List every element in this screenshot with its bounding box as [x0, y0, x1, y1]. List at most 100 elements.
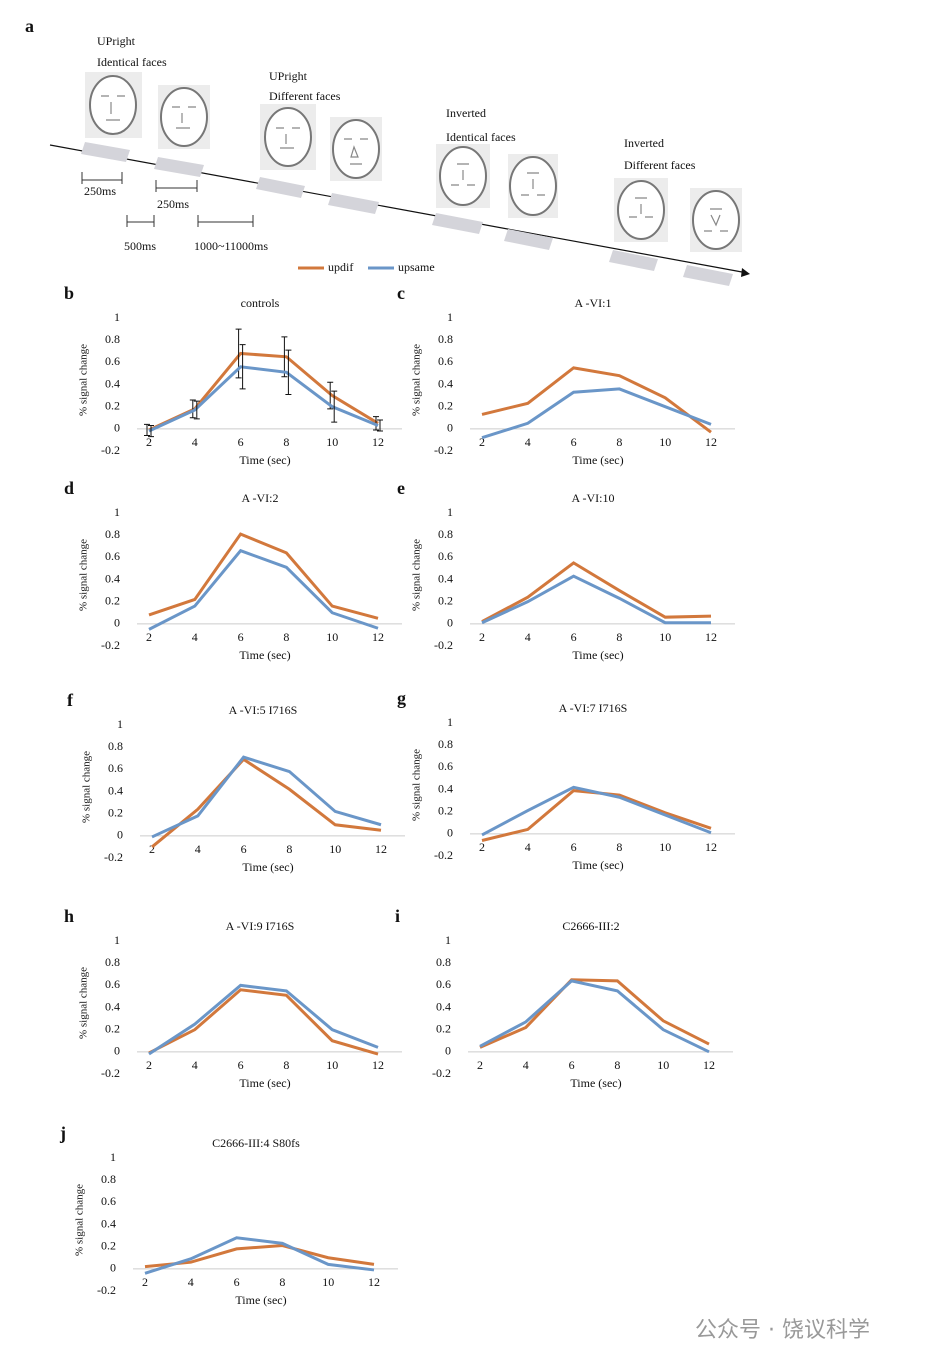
y-tick-label: 1 — [447, 310, 453, 324]
series-line — [479, 978, 710, 1049]
x-axis-label: Time (sec) — [572, 648, 623, 662]
x-axis-label: Time (sec) — [570, 1076, 621, 1090]
x-tick-label: 10 — [329, 842, 341, 856]
error-bar — [377, 419, 383, 432]
x-tick-label: 6 — [569, 1058, 575, 1072]
y-tick-label: 0.6 — [105, 549, 120, 563]
y-tick-label: 0 — [447, 421, 453, 435]
x-tick-label: 4 — [523, 1058, 529, 1072]
y-tick-label: 0.8 — [101, 1172, 116, 1186]
panel-label: f — [67, 690, 74, 710]
y-tick-label: 0.2 — [438, 398, 453, 412]
watermark: 公众号 · 饶议科学 — [695, 1318, 870, 1343]
chart-title: A -VI:7 I716S — [559, 701, 628, 715]
error-bar — [239, 344, 246, 390]
y-tick-label: 0.6 — [108, 761, 123, 775]
y-tick-label: 0.8 — [438, 332, 453, 346]
chart-title: controls — [241, 296, 280, 310]
x-tick-label: 2 — [477, 1058, 483, 1072]
y-tick-label: 0.8 — [105, 955, 120, 969]
x-tick-label: 4 — [525, 630, 531, 644]
panel-label: c — [397, 283, 405, 303]
timing: 250ms — [84, 184, 116, 198]
x-tick-label: 4 — [188, 1275, 194, 1289]
y-tick-label: 0.6 — [105, 354, 120, 368]
panel-label: i — [395, 906, 400, 926]
series-line — [148, 351, 379, 432]
x-tick-label: 12 — [372, 630, 384, 644]
y-tick-label: 0.8 — [105, 332, 120, 346]
series-line — [144, 1236, 375, 1275]
x-axis-label: Time (sec) — [239, 1076, 290, 1090]
y-axis-label: % signal change — [81, 751, 93, 823]
y-tick-label: 0.4 — [105, 376, 120, 390]
y-tick-label: 0.8 — [105, 527, 120, 541]
condition: Identical faces — [97, 55, 167, 69]
chart-title: C2666-III:2 — [562, 919, 619, 933]
timing-brackets — [81, 172, 254, 227]
y-tick-label: 0.6 — [101, 1194, 116, 1208]
y-tick-label: 0 — [445, 1044, 451, 1058]
legend-label: upsame — [398, 260, 435, 274]
arrowhead — [741, 268, 750, 277]
series-line — [151, 755, 382, 839]
x-tick-label: 4 — [192, 630, 198, 644]
y-tick-label: 0.6 — [438, 549, 453, 563]
timing: 500ms — [124, 239, 156, 253]
x-tick-label: 6 — [241, 842, 247, 856]
error-bar — [193, 400, 200, 420]
timing: 1000~11000ms — [194, 239, 268, 253]
condition: UPright — [97, 34, 136, 48]
y-tick-label: 1 — [114, 933, 120, 947]
y-tick-label: 0.8 — [438, 527, 453, 541]
x-tick-label: 6 — [238, 1058, 244, 1072]
y-tick-label: 0.8 — [438, 737, 453, 751]
y-tick-label: -0.2 — [101, 638, 120, 652]
y-tick-label: -0.2 — [101, 443, 120, 457]
x-tick-label: 12 — [368, 1275, 380, 1289]
y-tick-label: 0 — [447, 616, 453, 630]
x-tick-label: 6 — [571, 840, 577, 854]
x-tick-label: 10 — [657, 1058, 669, 1072]
chart-title: A -VI:2 — [242, 491, 279, 505]
x-axis-label: Time (sec) — [235, 1293, 286, 1307]
chart-title: A -VI:10 — [572, 491, 615, 505]
y-tick-label: 0.4 — [108, 783, 123, 797]
y-tick-label: 0.2 — [436, 1021, 451, 1035]
x-tick-label: 8 — [616, 840, 622, 854]
x-tick-label: 10 — [659, 630, 671, 644]
x-tick-label: 4 — [192, 435, 198, 449]
y-tick-label: 0.4 — [436, 999, 451, 1013]
series-line — [151, 757, 382, 849]
y-tick-label: -0.2 — [434, 638, 453, 652]
panel-label: b — [64, 283, 74, 303]
x-tick-label: 8 — [279, 1275, 285, 1289]
y-tick-label: 1 — [447, 505, 453, 519]
legend-label: updif — [328, 260, 353, 274]
y-tick-label: 0.2 — [438, 593, 453, 607]
y-tick-label: 0.2 — [101, 1238, 116, 1252]
condition: UPright — [269, 69, 308, 83]
x-tick-label: 12 — [705, 840, 717, 854]
x-tick-label: 8 — [614, 1058, 620, 1072]
series-line — [148, 365, 379, 433]
x-tick-label: 10 — [659, 840, 671, 854]
condition: Different faces — [624, 158, 696, 172]
x-tick-label: 8 — [283, 1058, 289, 1072]
slabs — [81, 142, 733, 286]
panel-label: d — [64, 478, 74, 498]
y-tick-label: 0.2 — [105, 1021, 120, 1035]
x-tick-label: 10 — [322, 1275, 334, 1289]
series-line — [481, 574, 711, 625]
y-tick-label: 0 — [114, 616, 120, 630]
series-line — [148, 548, 379, 631]
condition: Inverted — [624, 136, 664, 150]
y-tick-label: 1 — [114, 310, 120, 324]
y-tick-label: 0.2 — [108, 805, 123, 819]
x-tick-label: 12 — [705, 435, 717, 449]
series-line — [481, 561, 712, 623]
x-tick-label: 6 — [238, 630, 244, 644]
x-tick-label: 6 — [234, 1275, 240, 1289]
y-tick-label: -0.2 — [97, 1283, 116, 1297]
y-tick-label: 0.2 — [438, 803, 453, 817]
